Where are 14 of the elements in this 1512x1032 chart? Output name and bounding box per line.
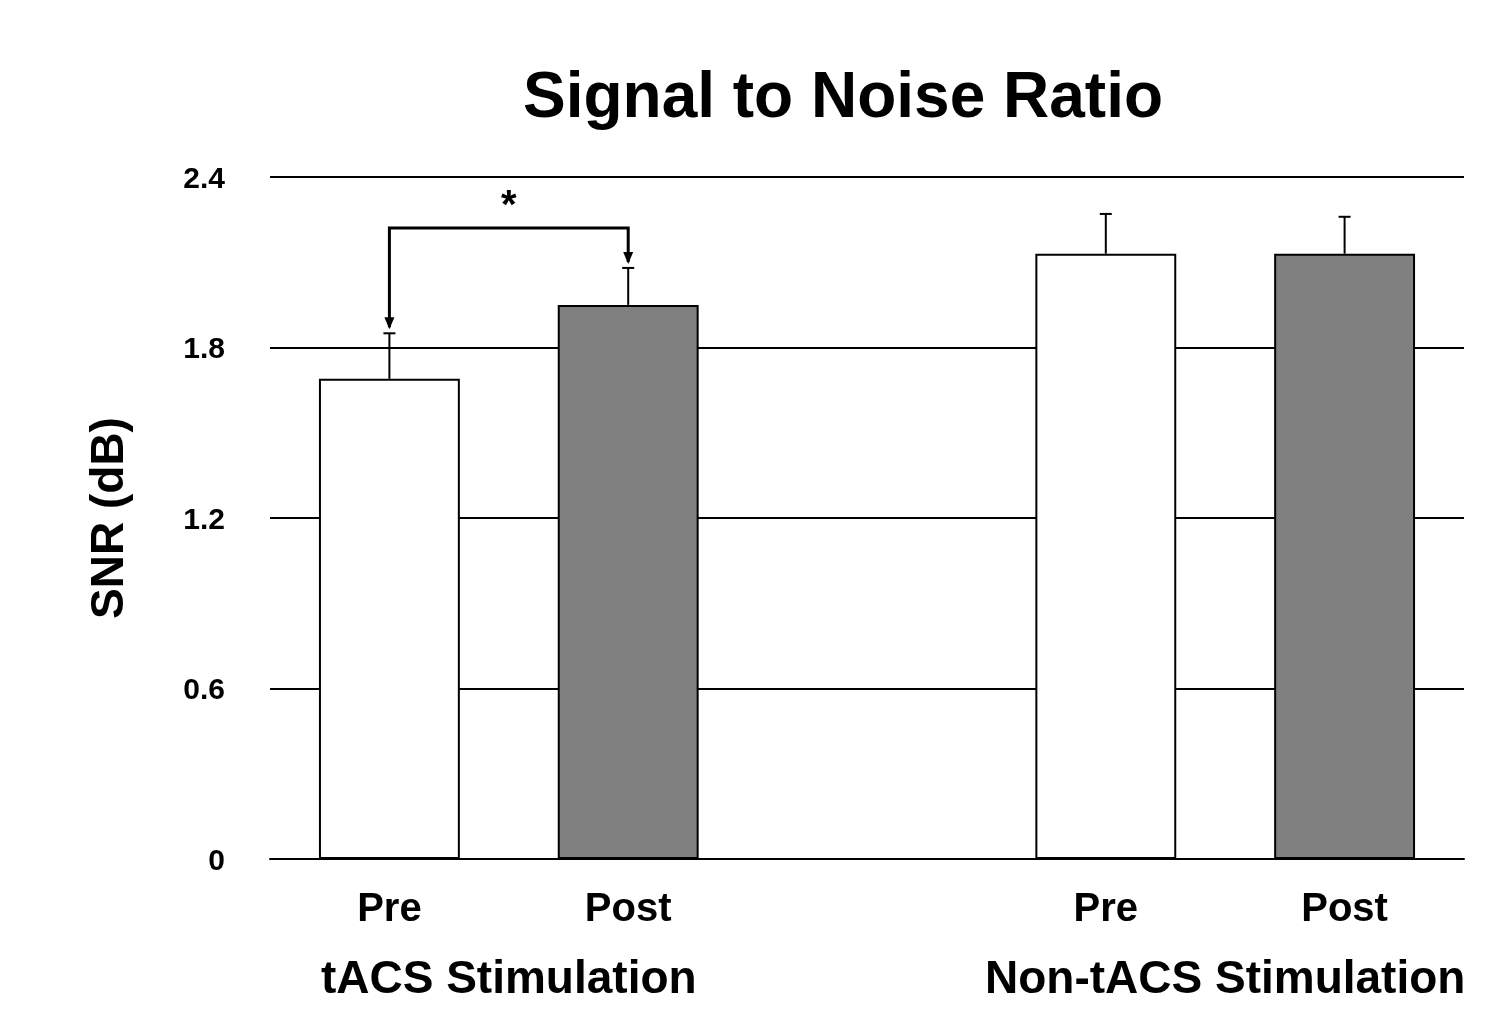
y-tick-label: 2.4 <box>183 160 226 194</box>
y-tick-label: 1.2 <box>183 501 225 535</box>
text: tACS Stimulation <box>320 951 697 1003</box>
x-tick-label: Post <box>584 885 672 929</box>
y-axis-title: SNR (dB) <box>81 417 133 619</box>
y-tick-label: 1.8 <box>183 331 225 364</box>
text: Non-tACS Stimulation <box>985 951 1466 1003</box>
y-tick-label: 0.6 <box>183 672 225 705</box>
annotation: * <box>501 181 518 226</box>
chart-title: Signal to Noise Ratio <box>522 59 1164 131</box>
x-tick-label: Pre <box>357 885 422 929</box>
y-tick-label: 0 <box>208 842 225 876</box>
x-tick-label: Post <box>1301 885 1388 929</box>
x-tick-label: Pre <box>1073 885 1139 929</box>
